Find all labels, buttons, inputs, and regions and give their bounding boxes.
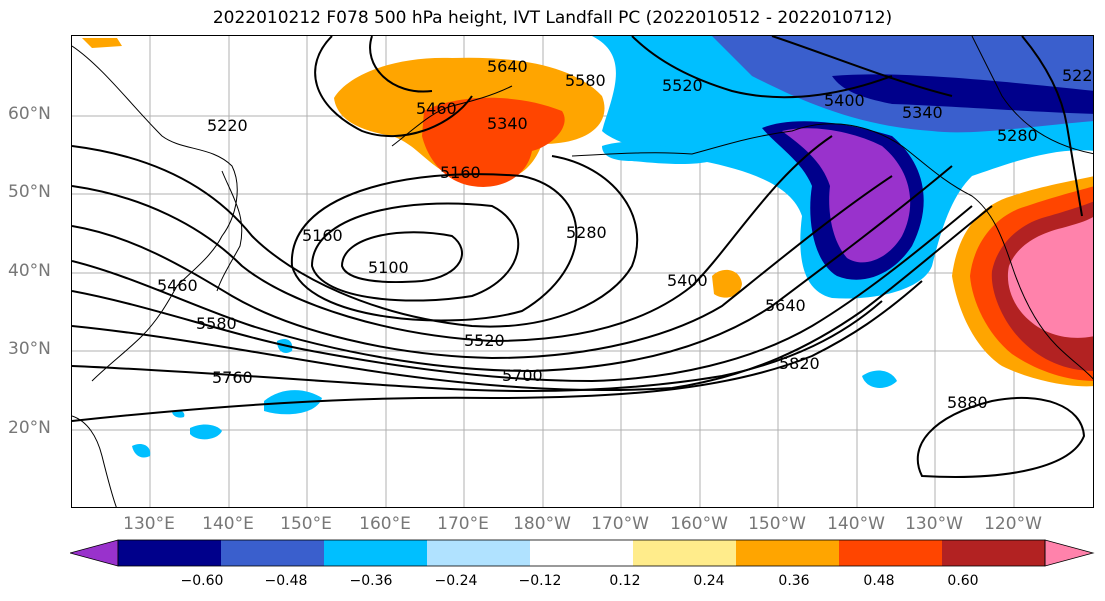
contour-label: 5460 — [416, 99, 457, 118]
contour-label: 5640 — [765, 296, 806, 315]
contour-label: 5520 — [662, 76, 703, 95]
contour-label: 5340 — [902, 103, 943, 122]
positive-anomaly-west-coast — [712, 176, 1093, 387]
height-contours — [72, 36, 1086, 478]
colorbar-swatch — [633, 540, 737, 566]
colorbar-tick-label: 0.48 — [863, 573, 895, 589]
map-title: 2022010212 F078 500 hPa height, IVT Land… — [212, 8, 893, 28]
colorbar-swatch — [221, 540, 325, 566]
lat-label-40: 40°N — [8, 261, 51, 281]
lon-label-180w: 180°W — [513, 514, 571, 534]
lon-label-160e: 160°E — [359, 514, 411, 534]
colorbar-tick-label: 0.36 — [778, 573, 810, 589]
colorbar-swatch — [736, 540, 840, 566]
lon-label-160w: 160°W — [670, 514, 728, 534]
lon-label-170w: 170°W — [591, 514, 649, 534]
negative-patches-west-pacific — [132, 339, 322, 458]
lon-label-140w: 140°W — [827, 514, 885, 534]
contour-label: 5280 — [997, 126, 1038, 145]
colorbar-tick-label: −0.60 — [180, 573, 224, 589]
contour-label: 5400 — [667, 271, 708, 290]
contour-label: 5280 — [566, 223, 607, 242]
lon-label-150w: 150°W — [748, 514, 806, 534]
colorbar-frame — [117, 539, 1046, 567]
lon-label-170e: 170°E — [437, 514, 489, 534]
colorbar-swatch — [118, 540, 222, 566]
map-canvas: 5640 5580 5520 5460 5340 5400 5340 5220 … — [72, 36, 1094, 507]
colorbar-tick-label: −0.12 — [518, 573, 562, 589]
coastlines — [72, 36, 1093, 507]
contour-label: 5880 — [947, 393, 988, 412]
contour-label: 5160 — [440, 163, 481, 182]
map-panel: 5640 5580 5520 5460 5340 5400 5340 5220 … — [71, 35, 1094, 508]
lat-label-50: 50°N — [8, 182, 51, 202]
contour-label: 5400 — [824, 91, 865, 110]
lon-label-140e: 140°E — [202, 514, 254, 534]
negative-anomaly-gulf — [592, 36, 1093, 388]
colorbar-tick-label: 0.12 — [609, 573, 641, 589]
contour-label: 5760 — [212, 368, 253, 387]
lon-label-150e: 150°E — [280, 514, 332, 534]
contour-label: 5160 — [302, 226, 343, 245]
colorbar — [68, 538, 1095, 572]
colorbar-swatches — [68, 539, 1095, 567]
colorbar-tick-label: 0.60 — [947, 573, 979, 589]
colorbar-extend-max — [1044, 539, 1095, 567]
colorbar-tick-label: −0.48 — [264, 573, 308, 589]
colorbar-swatch — [942, 540, 1046, 566]
colorbar-swatch — [427, 540, 531, 566]
contour-label: 5580 — [565, 71, 606, 90]
contour-label-group: 5640 5580 5520 5460 5340 5400 5340 5220 … — [157, 57, 1094, 412]
contour-label: 5820 — [779, 354, 820, 373]
lat-label-30: 30°N — [8, 339, 51, 359]
contour-label: 5520 — [464, 331, 505, 350]
colorbar-tick-label: −0.36 — [349, 573, 393, 589]
colorbar-tick-label: −0.24 — [434, 573, 478, 589]
contour-label: 5100 — [368, 258, 409, 277]
contour-label: 5340 — [487, 114, 528, 133]
contour-label: 5220 — [207, 116, 248, 135]
colorbar-tick-label: 0.24 — [693, 573, 725, 589]
contour-label: 5220 — [1062, 66, 1094, 85]
lat-label-20: 20°N — [8, 418, 51, 438]
lon-label-120w: 120°W — [984, 514, 1042, 534]
colorbar-extend-min — [68, 539, 119, 567]
lon-label-130e: 130°E — [123, 514, 175, 534]
contour-label: 5580 — [196, 314, 237, 333]
colorbar-swatch — [530, 540, 634, 566]
colorbar-swatch — [839, 540, 943, 566]
contour-label: 5460 — [157, 276, 198, 295]
contour-label: 5640 — [487, 57, 528, 76]
lat-label-60: 60°N — [8, 104, 51, 124]
lon-label-130w: 130°W — [905, 514, 963, 534]
contour-label: 5700 — [502, 366, 543, 385]
colorbar-swatch — [324, 540, 428, 566]
